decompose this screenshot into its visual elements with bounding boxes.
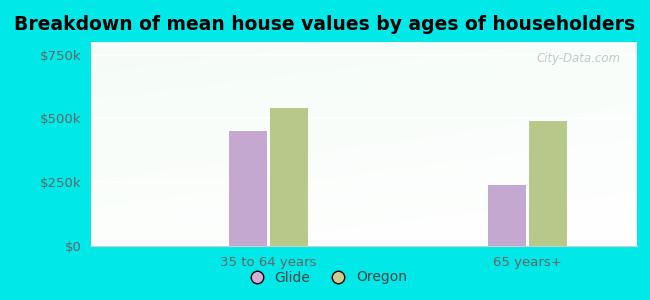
Bar	[229, 131, 267, 246]
Bar	[270, 108, 308, 246]
Text: Breakdown of mean house values by ages of householders: Breakdown of mean house values by ages o…	[14, 15, 636, 34]
Text: City-Data.com: City-Data.com	[536, 52, 621, 65]
Bar	[488, 185, 526, 246]
Bar	[529, 121, 567, 246]
Legend: Glide, Oregon: Glide, Oregon	[237, 265, 413, 290]
